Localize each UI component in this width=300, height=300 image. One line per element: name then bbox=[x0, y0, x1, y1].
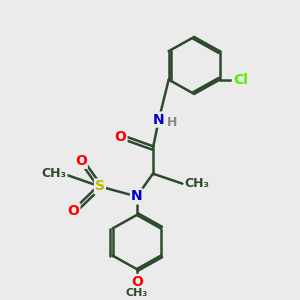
Text: Cl: Cl bbox=[233, 73, 248, 87]
Text: O: O bbox=[75, 154, 87, 168]
Text: N: N bbox=[131, 190, 142, 203]
Text: O: O bbox=[115, 130, 127, 144]
Text: O: O bbox=[68, 204, 80, 218]
Text: H: H bbox=[167, 116, 178, 130]
Text: S: S bbox=[95, 179, 105, 194]
Text: CH₃: CH₃ bbox=[185, 177, 210, 190]
Text: CH₃: CH₃ bbox=[126, 288, 148, 298]
Text: CH₃: CH₃ bbox=[42, 167, 67, 180]
Text: N: N bbox=[153, 112, 165, 127]
Text: O: O bbox=[131, 275, 143, 289]
